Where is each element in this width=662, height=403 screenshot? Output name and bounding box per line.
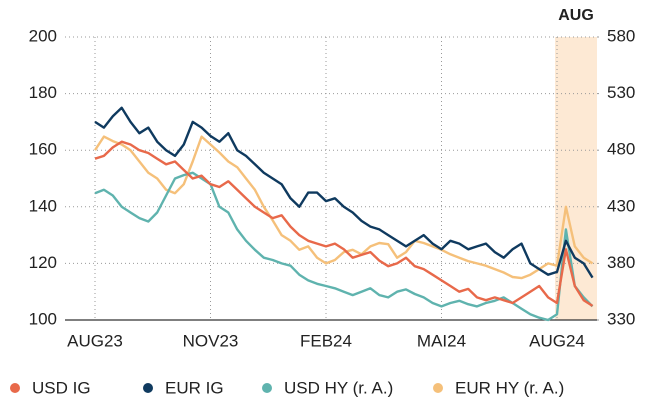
y-tick-label: 140: [29, 196, 57, 215]
legend-label: USD IG: [32, 378, 91, 397]
y2-tick-label: 380: [607, 253, 635, 272]
y2-tick-label: 430: [607, 196, 635, 215]
y-tick-label: 180: [29, 83, 57, 102]
legend-marker: [262, 383, 272, 393]
line-series: [94, 140, 594, 307]
y2-tick-label: 330: [607, 309, 635, 328]
legend-marker: [10, 383, 20, 393]
y2-tick-label: 530: [607, 83, 635, 102]
legend-marker: [143, 383, 153, 393]
x-tick-label: MAI24: [417, 331, 466, 350]
x-tick-label: AUG23: [67, 331, 123, 350]
y-tick-label: 200: [29, 26, 57, 45]
y2-tick-label: 480: [607, 140, 635, 159]
legend-marker: [433, 383, 443, 393]
y-tick-label: 120: [29, 253, 57, 272]
y-tick-label: 160: [29, 140, 57, 159]
y-tick-label: 100: [29, 309, 57, 328]
y2-tick-label: 580: [607, 26, 635, 45]
x-tick-label: AUG24: [529, 331, 585, 350]
line-series: [93, 135, 594, 280]
legend-label: EUR IG: [165, 378, 224, 397]
x-tick-label: FEB24: [300, 331, 352, 350]
highlight-label: AUG: [558, 7, 594, 24]
legend-label: EUR HY (r. A.): [455, 378, 564, 397]
line-series: [94, 106, 594, 279]
legend-label: USD HY (r. A.): [284, 378, 393, 397]
x-tick-label: NOV23: [183, 331, 239, 350]
